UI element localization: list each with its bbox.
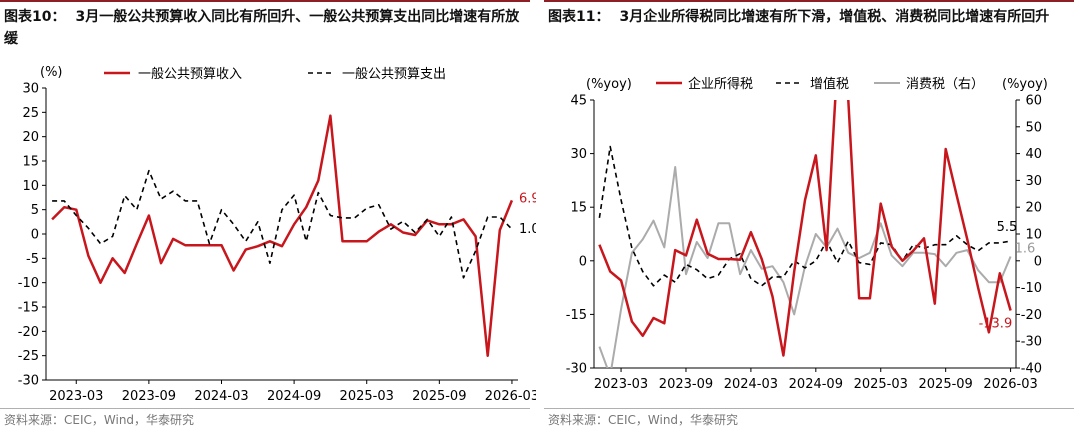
y-tick-label-right: 20: [1025, 201, 1042, 216]
y-tick-label-right: 30: [1025, 174, 1042, 189]
data-label-income-last: 6.9: [519, 191, 536, 206]
y-tick-label-right: -40: [1021, 362, 1042, 377]
x-tick-label: 2024-09: [789, 377, 843, 392]
figure-number: 图表11：: [548, 9, 610, 25]
y-tick-label: 25: [22, 106, 39, 121]
figure-title: 图表10： 3月一般公共预算收入同比有所回升、一般公共预算支出同比增速有所放缓: [4, 6, 530, 50]
x-tick-label: 2023-09: [659, 377, 713, 392]
y-tick-label-right: -10: [1021, 281, 1042, 296]
x-tick-label: 2025-03: [340, 389, 394, 404]
legend-label-cit: 企业所得税: [688, 76, 753, 92]
legend-label-excise: 消费税（右）: [906, 77, 984, 92]
y-axis-unit: (%): [40, 65, 63, 80]
y-tick-label: -25: [18, 349, 39, 364]
x-tick-label: 2026-03: [983, 377, 1037, 392]
chart-panel-right: 图表11： 3月企业所得税同比增速有所下滑，增值税、消费税同比增速有所回升 -30…: [544, 0, 1080, 442]
x-tick-label: 2023-09: [122, 389, 176, 404]
y-tick-label-right: 40: [1025, 147, 1042, 162]
x-tick-label: 2024-03: [194, 389, 248, 404]
figure-number: 图表10：: [4, 9, 66, 25]
series-line-excise: [598, 166, 1012, 368]
y-tick-label-right: -20: [1021, 308, 1042, 323]
x-tick-label: 2024-09: [267, 389, 321, 404]
source-note: 资料来源：CEIC，Wind，华泰研究: [548, 413, 739, 427]
data-label-excise-last: 1.6: [1015, 242, 1036, 257]
y-tick-label-left: 45: [570, 94, 587, 109]
line-chart-taxes: -30 -15 0 15 30 45 -40 -30 -20 -10 0 10 20 30 40 50 60 (%…: [566, 76, 1048, 392]
y-tick-label-right: 50: [1025, 120, 1042, 135]
data-label-spending-last: 1.0: [519, 222, 536, 237]
figure-title: 图表11： 3月企业所得税同比增速有所下滑，增值税、消费税同比增速有所回升: [548, 6, 1074, 28]
legend-label-vat: 增值税: [810, 76, 849, 92]
y-tick-label-left: 15: [570, 201, 587, 216]
title-rule: [544, 0, 1074, 2]
x-tick-label: 2025-03: [854, 377, 908, 392]
y-axis-unit-left: (%yoy): [586, 77, 632, 92]
y-tick-label-right: 60: [1025, 94, 1042, 109]
y-tick-label-left: -30: [566, 362, 587, 377]
y-tick-label: 20: [22, 130, 39, 145]
series-line-vat: [598, 145, 1011, 287]
x-tick-label: 2024-03: [724, 377, 778, 392]
data-label-cit-last: -13.9: [979, 316, 1013, 331]
y-tick-label-left: 0: [579, 254, 587, 269]
legend-label-spending: 一般公共预算支出: [342, 66, 446, 82]
y-tick-label: 5: [31, 203, 39, 218]
y-tick-label: 0: [31, 228, 39, 243]
y-tick-label: -5: [26, 252, 39, 267]
y-tick-label: -15: [18, 301, 39, 316]
data-label-vat-last: 5.5: [997, 220, 1018, 235]
x-tick-label: 2025-09: [412, 389, 466, 404]
figure-title-text: 3月企业所得税同比增速有所下滑，增值税、消费税同比增速有所回升: [619, 9, 1050, 25]
y-tick-label-right: 0: [1034, 254, 1042, 269]
x-tick-label: 2023-03: [49, 389, 103, 404]
source-rule: [544, 408, 1074, 409]
line-chart-budget: -30 -25 -20 -15 -10 -5 0 5 10 15 20 25 30(%) 2023-03 2…: [18, 65, 536, 404]
series-line-cit: [598, 100, 1012, 357]
y-tick-label: 30: [22, 82, 39, 97]
x-tick-label: 2026-03: [485, 389, 536, 404]
y-tick-label: 10: [22, 179, 39, 194]
y-tick-label: -10: [18, 276, 39, 291]
figure-title-text: 3月一般公共预算收入同比有所回升、一般公共预算支出同比增速有所放缓: [4, 9, 520, 47]
series-line-income: [51, 114, 514, 357]
x-tick-label: 2025-09: [919, 377, 973, 392]
chart-panel-left: 图表10： 3月一般公共预算收入同比有所回升、一般公共预算支出同比增速有所放缓 -…: [0, 0, 536, 442]
source-rule: [0, 408, 530, 409]
y-tick-label-left: -15: [566, 308, 587, 323]
y-tick-label: -20: [18, 325, 39, 340]
y-axis-unit-right: (%yoy): [1002, 77, 1048, 92]
title-rule: [0, 0, 530, 2]
y-tick-label-right: -30: [1021, 335, 1042, 350]
source-note: 资料来源：CEIC，Wind，华泰研究: [4, 413, 195, 427]
y-tick-label: 15: [22, 155, 39, 170]
legend-label-income: 一般公共预算收入: [138, 66, 242, 82]
y-tick-label-left: 30: [570, 147, 587, 162]
y-tick-label: -30: [18, 374, 39, 389]
x-tick-label: 2023-03: [594, 377, 648, 392]
series-line-spending: [52, 169, 513, 279]
y-tick-label-right: 10: [1025, 228, 1042, 243]
